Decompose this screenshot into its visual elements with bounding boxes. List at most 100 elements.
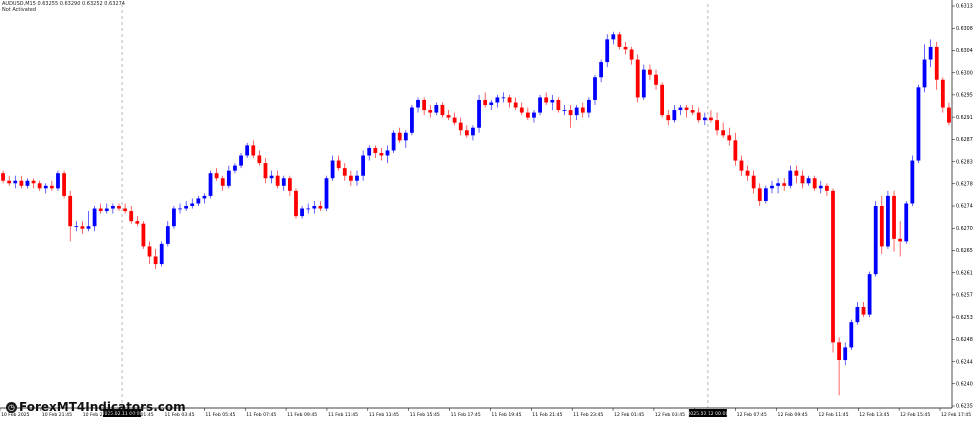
candle-body xyxy=(464,130,469,136)
time-tick-label: 10 Feb 2025 xyxy=(1,412,30,418)
day-separator-label-bg xyxy=(688,409,727,417)
candle-body xyxy=(159,243,164,265)
candle-body xyxy=(892,195,896,239)
candle-body xyxy=(220,178,225,186)
candle-body xyxy=(233,165,237,171)
candle-body xyxy=(525,112,530,118)
candle-body xyxy=(837,342,841,361)
time-tick-label: 11 Feb 11:45 xyxy=(328,412,358,418)
candle-body xyxy=(37,183,42,189)
candle-body xyxy=(806,178,811,184)
price-tick-label: 0.62785 xyxy=(956,181,973,187)
candle-body xyxy=(391,132,396,151)
candle-body xyxy=(245,145,250,156)
candle-body xyxy=(104,208,109,212)
time-tick-label: 12 Feb 17:45 xyxy=(941,412,971,418)
candle-body xyxy=(666,115,671,121)
candle-body xyxy=(483,99,488,105)
candle-body xyxy=(818,185,823,189)
candle-body xyxy=(25,180,30,186)
candle-body xyxy=(580,107,585,113)
candle-body xyxy=(373,147,378,153)
candle-body xyxy=(641,69,646,98)
candle-body xyxy=(843,347,848,361)
price-tick-label: 0.62615 xyxy=(956,270,973,276)
time-tick-label: 11 Feb 19:45 xyxy=(491,412,521,418)
candle-body xyxy=(43,185,48,189)
day-separators: 2025.02.11 00:00 2025.02.12 00:00 xyxy=(102,4,728,417)
candle-body xyxy=(403,132,408,141)
candle-body xyxy=(574,107,579,116)
candle-body xyxy=(269,175,274,179)
day-separator-label-bg xyxy=(103,409,142,417)
candle-body xyxy=(727,135,732,141)
candle-body xyxy=(910,160,915,204)
candle-body xyxy=(80,226,85,229)
time-tick-label: 12 Feb 15:45 xyxy=(900,412,930,418)
time-tick-label: 12 Feb 13:45 xyxy=(859,412,889,418)
time-tick-label: 11 Feb 01:45 xyxy=(124,412,154,418)
candle-body xyxy=(904,203,909,242)
candle-body xyxy=(7,180,12,184)
candle-body xyxy=(263,163,268,179)
candle-body xyxy=(617,34,622,47)
candle-body xyxy=(623,46,628,50)
candle-body xyxy=(416,99,420,108)
candle-body xyxy=(287,178,292,191)
time-tick-label: 10 Feb 23:45 xyxy=(83,412,113,418)
day-separator-label: 2025.02.12 00:00 xyxy=(687,411,728,417)
candle-body xyxy=(684,107,689,111)
candle-body xyxy=(129,211,134,222)
candle-body xyxy=(440,105,445,116)
candle-body xyxy=(190,203,195,206)
price-tick-label: 0.62355 xyxy=(956,404,973,410)
candle-body xyxy=(696,112,701,121)
candle-body xyxy=(239,155,243,166)
candle-body xyxy=(471,127,475,136)
candle-body xyxy=(654,74,658,85)
candle-body xyxy=(879,206,884,247)
candle-body xyxy=(873,206,878,275)
candle-body xyxy=(49,185,54,189)
candle-body xyxy=(147,246,152,257)
candle-body xyxy=(928,46,933,60)
candle-body xyxy=(251,145,256,156)
candle-body xyxy=(898,238,903,242)
candle-body xyxy=(428,110,433,113)
candle-body xyxy=(410,107,414,133)
candle-body xyxy=(721,130,726,136)
candle-body xyxy=(477,99,481,128)
price-tick-label: 0.63085 xyxy=(956,26,973,32)
status-line: Not Activated xyxy=(2,7,37,13)
candle-body xyxy=(1,173,5,181)
candle-body xyxy=(397,132,402,141)
candle-body xyxy=(702,117,707,121)
candle-body xyxy=(117,206,121,209)
candle-body xyxy=(330,160,335,179)
time-tick-label: 11 Feb 15:45 xyxy=(410,412,440,418)
time-tick-label: 12 Feb 07:45 xyxy=(737,412,767,418)
candle-body xyxy=(495,97,500,103)
candle-body xyxy=(715,120,719,131)
time-tick-label: 11 Feb 17:45 xyxy=(451,412,481,418)
candle-body xyxy=(690,110,695,113)
candle-body xyxy=(507,97,512,103)
candle-body xyxy=(324,178,329,209)
candle-body xyxy=(489,102,494,105)
candle-body xyxy=(513,102,518,108)
candle-body xyxy=(886,195,890,247)
time-tick-label: 11 Feb 23:45 xyxy=(573,412,603,418)
candles xyxy=(1,31,951,396)
candle-body xyxy=(934,46,939,80)
candle-body xyxy=(678,107,683,111)
candle-body xyxy=(770,185,774,189)
candle-body xyxy=(611,34,616,40)
